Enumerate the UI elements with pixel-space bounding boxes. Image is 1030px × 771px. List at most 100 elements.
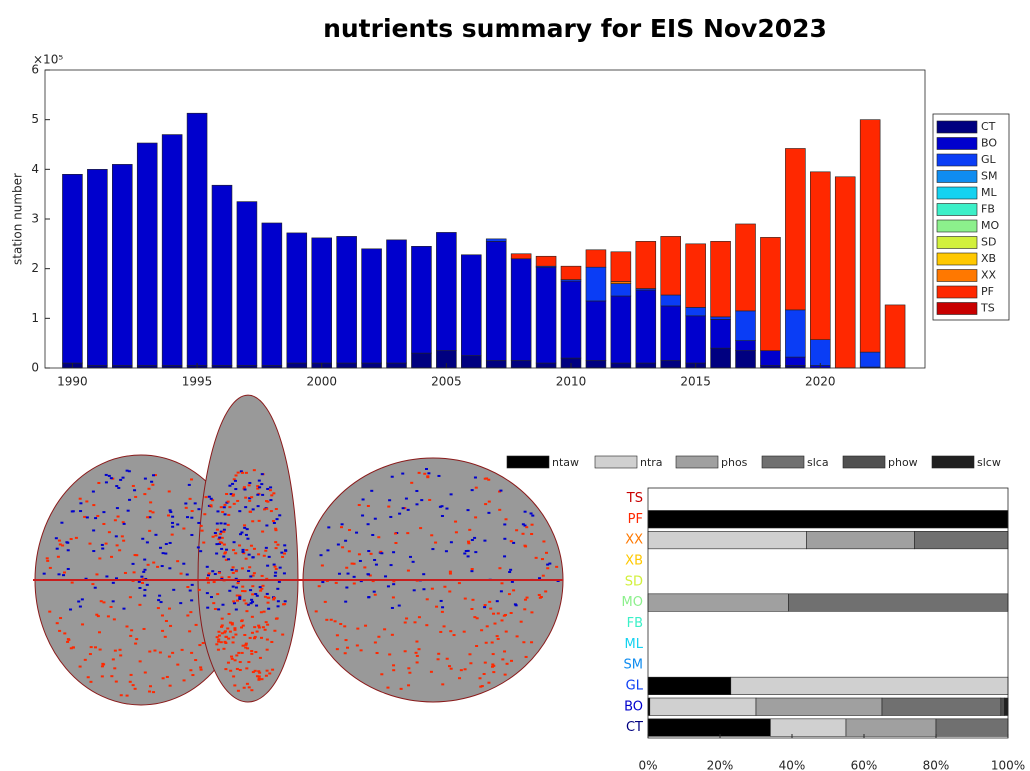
map-dot	[440, 505, 444, 508]
bar-segment	[461, 355, 482, 369]
map-dot	[92, 529, 96, 532]
map-dot	[100, 665, 104, 668]
map-dot	[205, 565, 209, 568]
map-dot	[128, 680, 132, 683]
map-dot	[221, 603, 225, 606]
map-dot	[71, 510, 75, 513]
map-dot	[257, 553, 261, 556]
map-dot	[545, 551, 549, 554]
map-dot	[213, 607, 217, 610]
map-dot	[269, 510, 273, 513]
map-dot	[115, 485, 119, 488]
map-dot	[471, 598, 475, 601]
map-dot	[228, 484, 232, 487]
map-dot	[392, 583, 396, 586]
map-dot	[347, 550, 351, 553]
map-dot	[538, 577, 542, 580]
map-dot	[383, 628, 387, 631]
map-dot	[256, 493, 260, 496]
map-dot	[57, 539, 61, 542]
bar-segment	[610, 283, 632, 297]
map-dot	[513, 603, 517, 606]
bar-segment	[685, 243, 706, 308]
map-dot	[264, 621, 268, 624]
bar-segment	[386, 239, 407, 364]
map-dot	[222, 530, 226, 533]
map-dot	[375, 652, 379, 655]
bar-segment	[485, 360, 507, 369]
map-dot	[149, 501, 153, 504]
map-dot	[176, 523, 180, 526]
map-dot	[504, 518, 508, 521]
map-dot	[184, 502, 188, 505]
map-dot	[345, 566, 349, 569]
bar-segment	[510, 360, 532, 369]
legend-label: slcw	[977, 456, 1001, 469]
map-dot	[250, 689, 254, 692]
map-dot	[190, 516, 194, 519]
map-dot	[239, 470, 243, 473]
map-dot	[357, 553, 361, 556]
map-dot	[233, 628, 237, 631]
map-dot	[359, 580, 363, 583]
map-dot	[189, 611, 193, 614]
map-dot	[115, 544, 119, 547]
map-dot	[343, 625, 347, 628]
map-dot	[417, 471, 421, 474]
map-dot	[143, 558, 147, 561]
map-dot	[373, 593, 377, 596]
map-dot	[258, 586, 262, 589]
map-dot	[371, 580, 375, 583]
map-dot	[525, 526, 529, 529]
map-dot	[257, 677, 261, 680]
map-dot	[230, 622, 234, 625]
map-dot	[333, 620, 337, 623]
map-dot	[505, 662, 509, 665]
map-dot	[127, 470, 131, 473]
map-dot	[111, 581, 115, 584]
map-dot	[232, 478, 236, 481]
map-dot	[431, 548, 435, 551]
map-dot	[69, 608, 73, 611]
map-dot	[102, 511, 106, 514]
map-dot	[148, 650, 152, 653]
map-dot	[538, 596, 542, 599]
map-dot	[317, 585, 321, 588]
map-dot	[225, 501, 229, 504]
legend-label: phos	[721, 456, 748, 469]
bar-segment	[685, 315, 706, 364]
map-dot	[107, 531, 111, 534]
map-dot	[436, 658, 440, 661]
map-dot	[387, 505, 391, 508]
legend-label: FB	[981, 203, 995, 216]
map-dot	[386, 585, 390, 588]
map-dot	[523, 524, 527, 527]
map-dot	[489, 607, 493, 610]
bar-segment	[914, 531, 1009, 550]
bar-segment	[635, 289, 657, 364]
map-dot	[388, 653, 392, 656]
bar-segment	[1000, 697, 1005, 716]
map-dot	[96, 514, 100, 517]
bar-segment	[361, 248, 382, 364]
map-dot	[272, 563, 276, 566]
bar-segment	[336, 236, 357, 364]
bar-segment	[610, 251, 632, 282]
bar-segment	[286, 232, 308, 364]
map-dot	[415, 654, 419, 657]
map-dot	[248, 481, 252, 484]
bar-segment	[770, 718, 847, 737]
map-dot	[150, 480, 154, 483]
map-dot	[55, 547, 59, 550]
map-dot	[250, 598, 254, 601]
map-dot	[251, 556, 255, 559]
map-dot	[540, 558, 544, 561]
y-tick-label: SM	[624, 658, 643, 673]
map-dot	[119, 654, 123, 657]
map-dot	[509, 659, 513, 662]
x-tick-label: 80%	[923, 759, 950, 771]
map-dot	[483, 604, 487, 607]
map-dot	[485, 477, 489, 480]
map-dot	[232, 675, 236, 678]
map-dot	[217, 630, 221, 633]
